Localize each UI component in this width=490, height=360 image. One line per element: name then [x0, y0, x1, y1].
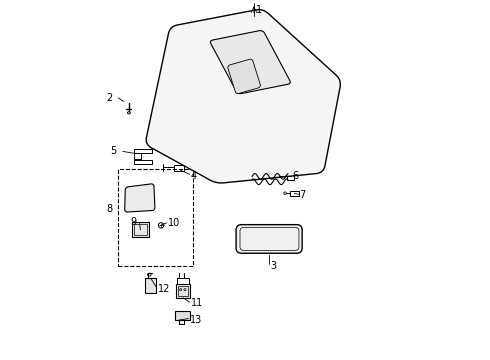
Text: 9: 9: [130, 217, 136, 227]
Bar: [128, 189, 151, 207]
Bar: [145, 278, 156, 293]
Text: 13: 13: [190, 315, 202, 325]
Text: 11: 11: [191, 298, 203, 308]
Bar: [173, 165, 184, 171]
PathPatch shape: [146, 10, 341, 183]
Bar: [178, 286, 188, 296]
Text: 2: 2: [106, 93, 112, 103]
Text: 12: 12: [157, 284, 170, 294]
Text: 10: 10: [168, 218, 180, 228]
Bar: [118, 169, 193, 266]
Text: 7: 7: [300, 190, 306, 200]
Bar: [134, 149, 152, 153]
Bar: [175, 311, 190, 320]
Text: 5: 5: [110, 147, 117, 157]
PathPatch shape: [236, 225, 302, 253]
Text: 8: 8: [106, 203, 112, 213]
PathPatch shape: [210, 31, 290, 94]
Bar: [134, 159, 152, 164]
Bar: [287, 174, 294, 180]
Bar: [177, 278, 189, 284]
Bar: [287, 144, 303, 152]
PathPatch shape: [228, 59, 260, 94]
Text: 4: 4: [191, 171, 197, 181]
Text: 6: 6: [293, 171, 298, 181]
Bar: [134, 224, 147, 235]
Bar: [176, 284, 190, 298]
Text: 1: 1: [256, 5, 262, 15]
Bar: [132, 222, 148, 237]
Bar: [134, 153, 141, 158]
Bar: [290, 191, 298, 196]
Text: 3: 3: [270, 261, 276, 271]
PathPatch shape: [124, 184, 155, 212]
